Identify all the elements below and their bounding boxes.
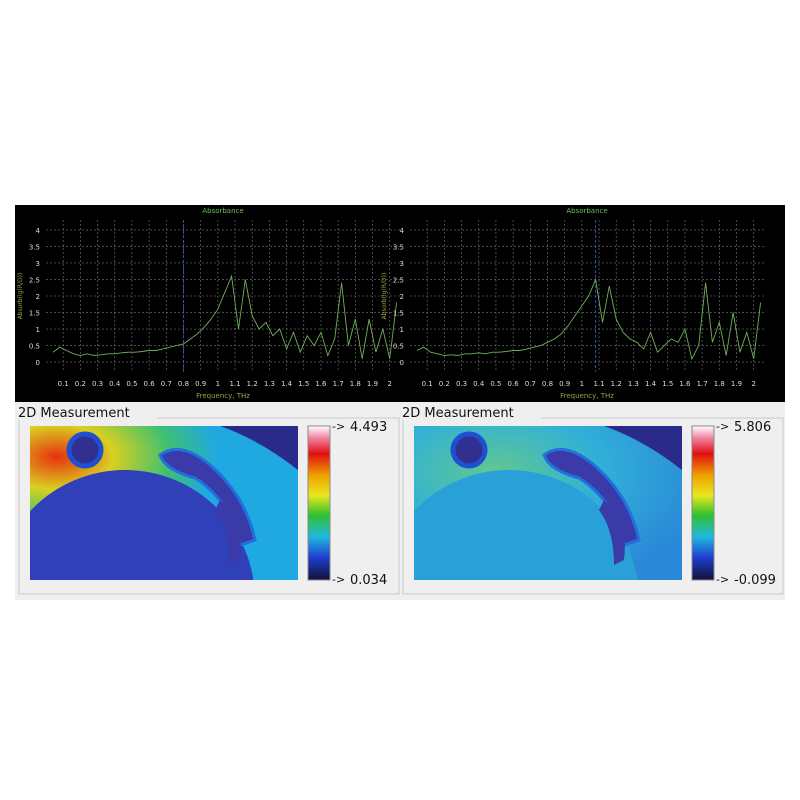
title-backdrop: [17, 404, 157, 420]
x-tick-label: 0.4: [109, 380, 121, 388]
x-tick-label: 0.5: [490, 380, 501, 388]
colorbar-min: 0.034: [350, 573, 387, 588]
y-tick-label: 1: [36, 326, 40, 334]
colorbar-min: -0.099: [734, 573, 776, 588]
heatmap-arm: [599, 500, 625, 565]
title-backdrop: [401, 404, 541, 420]
y-axis-label: Absorb(lg(R/D)): [381, 273, 388, 320]
y-tick-label: 3: [36, 260, 40, 268]
heatmap-spot: [66, 431, 104, 469]
x-tick-label: 1.1: [229, 380, 240, 388]
x-tick-label: 2: [751, 380, 755, 388]
content: Absorbance Frequency, THz Absorb(lg(R/D)) 0…: [17, 207, 784, 595]
x-axis-label: Frequency, THz: [196, 392, 250, 400]
chart-title: Absorbance: [566, 207, 607, 215]
y-tick-label: 2.5: [393, 276, 404, 284]
colorbar: [307, 425, 331, 581]
y-tick-label: 4: [36, 227, 41, 235]
heatmap-spot: [450, 431, 488, 469]
heatmap-arm: [158, 447, 257, 547]
heatmap-arm: [542, 447, 641, 547]
x-tick-label: 0.7: [161, 380, 172, 388]
colorbar: [691, 425, 715, 581]
heatmap-disc: [414, 470, 638, 580]
x-tick-label: 0.6: [144, 380, 156, 388]
heatmap-disc: [30, 470, 254, 580]
heatmap-arm: [215, 500, 241, 565]
panel-title: 2D Measurement: [18, 406, 130, 421]
colorbar-max: 4.493: [350, 420, 387, 435]
y-tick-label: 1.5: [29, 310, 40, 318]
x-tick-label: 1.6: [315, 380, 327, 388]
x-tick-label: 1.9: [367, 380, 378, 388]
x-tick-label: 1.8: [350, 380, 361, 388]
x-tick-label: 2: [387, 380, 391, 388]
arrow: ->: [332, 573, 345, 586]
panel-frame: [402, 417, 784, 595]
x-tick-label: 1.8: [714, 380, 725, 388]
spectrum-line: [416, 277, 762, 361]
y-tick-label: 2: [400, 293, 404, 301]
y-tick-label: 3: [400, 260, 404, 268]
x-tick-label: 0.3: [456, 380, 467, 388]
x-tick-label: 1: [580, 380, 584, 388]
arrow: ->: [716, 420, 729, 433]
x-tick-label: 1.3: [628, 380, 639, 388]
x-tick-label: 1.7: [697, 380, 708, 388]
y-tick-label: 0.5: [29, 343, 40, 351]
y-tick-label: 4: [400, 227, 405, 235]
x-tick-label: 1.3: [264, 380, 275, 388]
x-tick-label: 0.2: [75, 380, 86, 388]
x-tick-label: 1.6: [679, 380, 691, 388]
arrow: ->: [332, 420, 345, 433]
x-tick-label: 1.4: [645, 380, 657, 388]
y-tick-label: 1: [400, 326, 404, 334]
x-tick-label: 1.5: [662, 380, 673, 388]
x-tick-label: 0.8: [178, 380, 189, 388]
panel-frame: [18, 417, 400, 595]
spectrum-line: [52, 274, 398, 359]
x-tick-label: 1.2: [611, 380, 622, 388]
x-tick-label: 1: [216, 380, 220, 388]
x-tick-label: 0.7: [525, 380, 536, 388]
x-tick-label: 0.1: [422, 380, 433, 388]
y-axis-label: Absorb(lg(R/D)): [17, 273, 24, 320]
x-tick-label: 0.5: [126, 380, 137, 388]
x-tick-label: 1.2: [247, 380, 258, 388]
x-tick-label: 0.9: [195, 380, 206, 388]
x-tick-label: 1.7: [333, 380, 344, 388]
y-tick-label: 0: [36, 359, 40, 367]
y-tick-label: 0.5: [393, 343, 404, 351]
chart-panel: [15, 205, 785, 402]
x-tick-label: 1.5: [298, 380, 309, 388]
heatmap: [414, 426, 682, 580]
x-tick-label: 0.2: [439, 380, 450, 388]
heatmap: [30, 426, 298, 580]
x-tick-label: 0.3: [92, 380, 103, 388]
x-tick-label: 1.9: [731, 380, 742, 388]
y-tick-label: 3.5: [393, 243, 404, 251]
y-tick-label: 2: [36, 293, 40, 301]
heatmap-band: [604, 426, 682, 470]
colorbar-max: 5.806: [734, 420, 771, 435]
x-tick-label: 0.4: [473, 380, 485, 388]
x-tick-label: 0.1: [58, 380, 69, 388]
panel-title: 2D Measurement: [402, 406, 514, 421]
x-tick-label: 0.6: [508, 380, 520, 388]
x-tick-label: 1.4: [281, 380, 293, 388]
y-tick-label: 3.5: [29, 243, 40, 251]
y-tick-label: 2.5: [29, 276, 40, 284]
chart-title: Absorbance: [202, 207, 243, 215]
heatmap-band: [220, 426, 298, 470]
y-tick-label: 0: [400, 359, 404, 367]
x-tick-label: 0.9: [559, 380, 570, 388]
y-tick-label: 1.5: [393, 310, 404, 318]
arrow: ->: [716, 573, 729, 586]
x-tick-label: 0.8: [542, 380, 553, 388]
x-tick-label: 1.1: [593, 380, 604, 388]
x-axis-label: Frequency, THz: [560, 392, 614, 400]
